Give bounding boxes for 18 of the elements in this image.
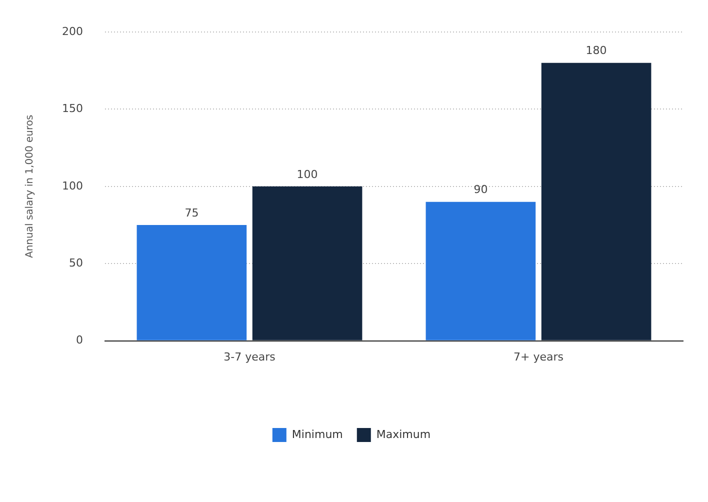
y-tick-label: 50 bbox=[68, 256, 83, 270]
y-tick-label: 0 bbox=[76, 334, 83, 347]
data-label: 180 bbox=[586, 44, 607, 58]
y-tick-label: 100 bbox=[62, 179, 83, 192]
y-tick-label: 150 bbox=[62, 102, 83, 116]
legend-label: Maximum bbox=[376, 428, 431, 441]
bar bbox=[252, 186, 362, 340]
y-axis-title: Annual salary in 1,000 euros bbox=[24, 114, 36, 258]
y-tick-label: 200 bbox=[62, 24, 83, 38]
bar bbox=[426, 202, 536, 340]
data-label: 75 bbox=[184, 206, 199, 220]
legend-label: Minimum bbox=[292, 428, 343, 441]
x-tick-label: 3-7 years bbox=[224, 350, 276, 364]
bar bbox=[541, 62, 652, 340]
bar bbox=[136, 225, 247, 340]
data-label: 100 bbox=[296, 168, 318, 181]
data-label: 90 bbox=[474, 183, 488, 196]
x-tick-label: 7+ years bbox=[514, 350, 564, 364]
